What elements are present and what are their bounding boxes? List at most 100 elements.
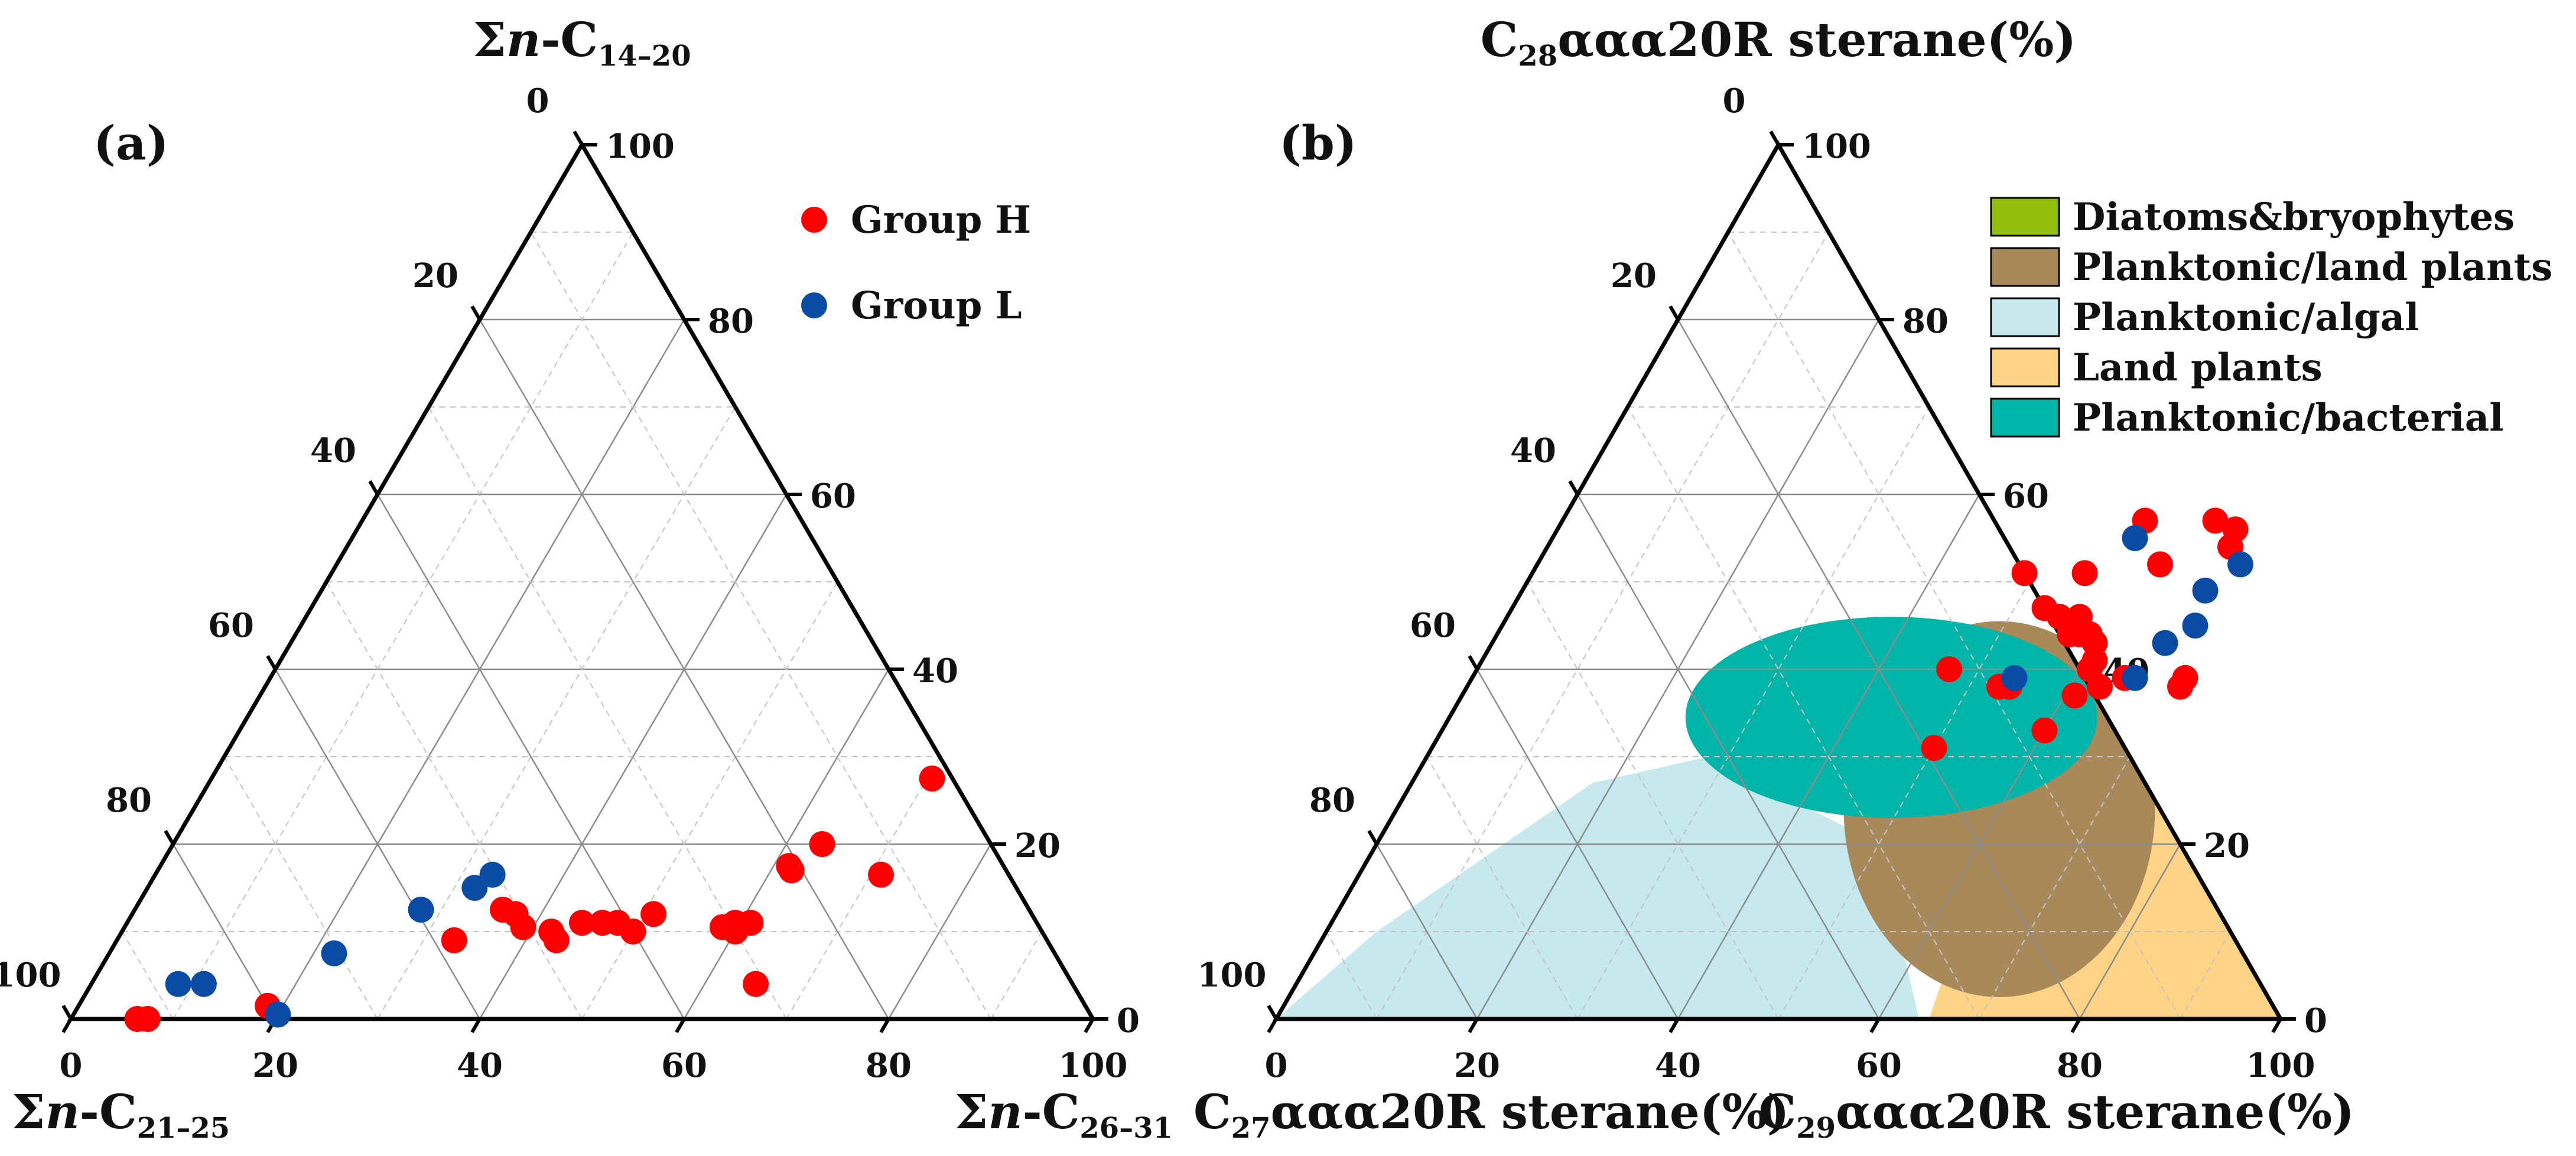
group-l-point — [408, 897, 434, 923]
right-tick-label: 60 — [810, 477, 856, 516]
tick-mark — [1668, 1018, 1680, 1034]
grid-line — [1677, 319, 2081, 1020]
legend-label: Planktonic/algal — [2073, 295, 2419, 340]
panel-label: (b) — [1279, 115, 1357, 171]
bottom-tick-label: 60 — [1856, 1046, 1902, 1085]
bottom-tick-label: 40 — [457, 1046, 503, 1085]
region-planktonic-bacterial — [1685, 617, 2097, 818]
tick-mark — [1468, 1018, 1479, 1034]
grid-line — [172, 844, 277, 1020]
grid-line — [1778, 581, 2030, 1020]
group-l-point — [461, 875, 488, 901]
tick-mark — [1367, 829, 1378, 845]
tick-mark — [164, 829, 175, 845]
grid-line — [1527, 581, 1779, 1020]
group-h-point — [2031, 717, 2058, 744]
legend-swatch — [1990, 347, 2060, 387]
grid-line — [377, 406, 736, 1020]
group-l-point — [265, 1001, 291, 1028]
group-l-point — [2227, 551, 2253, 578]
axis-title-right: Σn-C26–31 — [955, 1084, 1173, 1145]
tick-mark — [1568, 480, 1579, 496]
bottom-tick-label: 0 — [1265, 1046, 1288, 1085]
right-tick-label: 20 — [1014, 826, 1061, 865]
tick-mark — [2070, 1018, 2081, 1034]
legend-label: Planktonic/bacterial — [2073, 396, 2504, 440]
group-l-point — [2192, 577, 2219, 604]
legend-label: Diatoms&bryophytes — [2073, 195, 2515, 239]
panel-label: (a) — [93, 115, 169, 171]
group-h-point — [569, 910, 595, 936]
group-h-point — [778, 857, 805, 884]
legend: Diatoms&bryophytes Planktonic/land plants… — [1990, 195, 2552, 440]
bottom-tick-label: 20 — [1454, 1046, 1500, 1085]
group-h-point — [2071, 560, 2098, 587]
right-tick-label: 80 — [708, 302, 754, 341]
axis-titles: Σn-C14–20 Σn-C21–25 Σn-C26–31 — [12, 12, 1173, 1145]
legend-marker — [801, 292, 827, 318]
tick-mark — [2271, 1018, 2282, 1034]
tick-mark — [266, 654, 277, 670]
legend-swatch — [1990, 247, 2060, 287]
group-h-point — [134, 1006, 161, 1032]
group-l-point — [2001, 665, 2028, 691]
grid-lines — [121, 232, 1043, 1020]
group-h-point — [2202, 507, 2229, 534]
group-h-point — [809, 831, 835, 857]
legend-label: Land plants — [2073, 346, 2323, 390]
tick-mark — [61, 1004, 73, 1020]
left-tick-label: 0 — [526, 82, 549, 121]
group-h-point — [2061, 682, 2088, 709]
ternary-panel-a: 000202020404040606060808080100100100Σn-C… — [0, 12, 1173, 1145]
left-tick-label: 20 — [412, 256, 458, 295]
legend-swatch — [1990, 197, 2060, 237]
right-tick-label: 40 — [912, 652, 958, 691]
group-h-point — [919, 766, 945, 792]
group-l-point — [190, 971, 217, 997]
data-points — [1921, 507, 2253, 761]
right-tick-label: 0 — [2304, 1001, 2327, 1040]
bottom-tick-label: 60 — [661, 1046, 707, 1085]
tick-mark — [1267, 1018, 1278, 1034]
left-tick-label: 40 — [310, 431, 356, 470]
axis-title-left: Σn-C21–25 — [12, 1084, 230, 1145]
region-planktonic-algal — [1276, 757, 1919, 1019]
grid-line — [990, 931, 1043, 1020]
grid-line — [274, 669, 481, 1020]
grid-line — [1577, 406, 1930, 1020]
group-h-point — [1921, 735, 1947, 761]
legend-label: Group L — [851, 284, 1022, 328]
legend-label: Group H — [851, 198, 1031, 242]
grid-line — [1376, 232, 1829, 1020]
bottom-tick-label: 40 — [1655, 1046, 1701, 1085]
grid-line — [223, 756, 378, 1020]
left-tick-label: 60 — [208, 606, 254, 645]
group-h-point — [868, 861, 895, 888]
group-h-point — [543, 927, 570, 953]
left-tick-label: 100 — [0, 956, 61, 995]
bottom-tick-label: 80 — [2057, 1046, 2103, 1085]
left-tick-label: 40 — [1510, 431, 1556, 470]
grid-line — [1375, 844, 1478, 1020]
axis-title-left: C27ααα20R sterane(%) — [1193, 1084, 1789, 1145]
legend: Group H Group L — [801, 198, 1031, 328]
group-h-point — [2147, 551, 2173, 578]
axis-title-right: C29ααα20R sterane(%) — [1759, 1084, 2354, 1145]
group-h-point — [2172, 665, 2198, 691]
group-l-point — [2182, 613, 2209, 639]
legend-swatch — [1990, 398, 2060, 438]
bottom-tick-label: 20 — [252, 1046, 298, 1085]
group-h-point — [620, 919, 646, 945]
grid-line — [1728, 232, 2181, 1020]
tick-mark — [470, 1018, 482, 1034]
left-tick-label: 80 — [1309, 781, 1355, 820]
tick-mark — [573, 130, 584, 146]
left-tick-label: 60 — [1410, 606, 1456, 645]
group-l-point — [2122, 665, 2148, 691]
grid-line — [121, 931, 174, 1020]
group-h-point — [743, 971, 769, 997]
grid-line — [1576, 494, 1880, 1020]
right-tick-label: 20 — [2204, 826, 2250, 865]
